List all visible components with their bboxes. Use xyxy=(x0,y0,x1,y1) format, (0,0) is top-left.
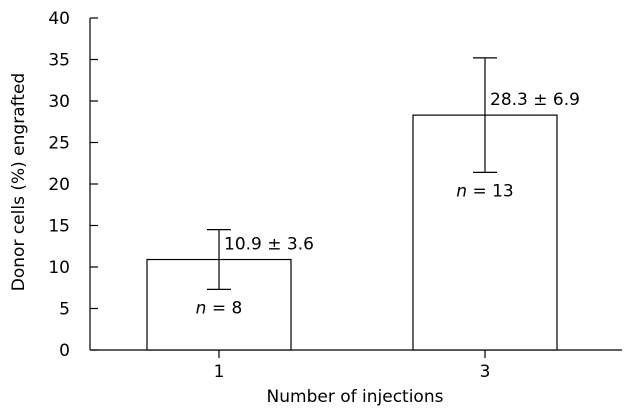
n-label-symbol: n xyxy=(196,298,207,318)
y-tick-label: 5 xyxy=(59,300,70,320)
y-tick-label: 30 xyxy=(48,92,70,112)
y-tick-label: 25 xyxy=(48,134,70,154)
x-tick-label: 1 xyxy=(214,362,225,382)
n-label-value: = 13 xyxy=(467,181,514,201)
n-label: n = 13 xyxy=(456,181,513,201)
n-label-value: = 8 xyxy=(206,298,242,318)
value-label: 28.3 ± 6.9 xyxy=(490,90,580,110)
y-axis-title: Donor cells (%) engrafted xyxy=(9,73,29,291)
value-label: 10.9 ± 3.6 xyxy=(224,235,314,255)
bars xyxy=(146,57,558,351)
y-ticks: 0 5 10 15 20 25 30 35 40 xyxy=(48,9,98,361)
y-tick-label: 35 xyxy=(48,51,70,71)
bar-labels: 10.9 ± 3.6 n = 8 28.3 ± 6.9 n = 13 xyxy=(196,90,580,318)
x-tick-label: 3 xyxy=(480,362,491,382)
y-tick-label: 0 xyxy=(59,341,70,361)
y-tick-label: 20 xyxy=(48,175,70,195)
y-tick-label: 40 xyxy=(48,9,70,29)
n-label-symbol: n xyxy=(456,181,467,201)
y-tick-label: 10 xyxy=(48,258,70,278)
n-label: n = 8 xyxy=(196,298,243,318)
x-axis-title: Number of injections xyxy=(267,387,444,407)
y-tick-label: 15 xyxy=(48,217,70,237)
